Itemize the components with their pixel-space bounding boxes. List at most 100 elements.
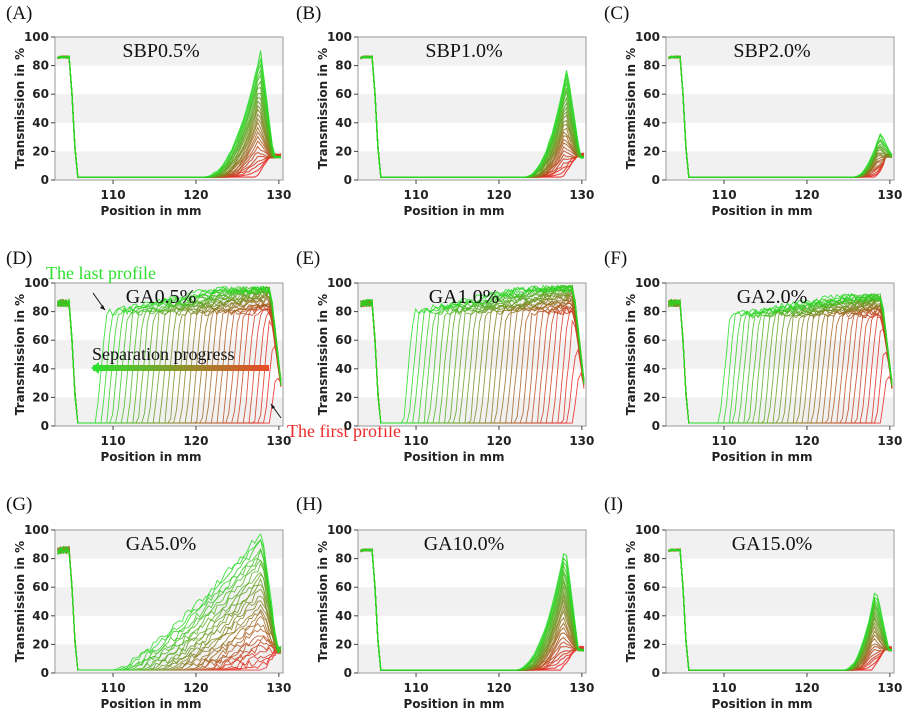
panel-title: GA0.5% [126,286,197,308]
panel-title: SBP1.0% [425,40,502,62]
y-tick-label: 0 [41,666,49,680]
x-tick-label: 130 [569,188,594,202]
arrow-head [271,404,275,409]
panel-title: GA1.0% [429,286,500,308]
x-tick-label: 110 [101,681,126,695]
grid-band [666,587,894,616]
y-tick-label: 80 [32,305,49,319]
y-tick-label: 40 [335,116,352,130]
x-axis-label: Position in mm [404,204,505,218]
y-tick-label: 20 [335,144,352,158]
y-tick-label: 60 [643,333,660,347]
profile-line [360,284,585,424]
y-tick-label: 0 [652,666,660,680]
y-tick-label: 60 [335,87,352,101]
y-tick-label: 0 [344,173,352,187]
y-tick-label: 60 [335,580,352,594]
profile-line [57,533,282,671]
last-profile-label: The last profile [46,263,156,283]
y-tick-label: 0 [652,173,660,187]
x-tick-label: 130 [569,434,594,448]
y-axis-label: Transmission in % [624,48,638,169]
x-tick-label: 120 [794,188,819,202]
plot-frame [54,36,284,181]
plot-frame [357,36,587,181]
profile-line [57,50,281,178]
profile-line [360,56,584,178]
y-tick-label: 60 [32,580,49,594]
chart-panel-3: 0 20 40 60 80 100 110 120 130 Position in mm Trans… [604,3,902,218]
x-tick-label: 130 [877,434,902,448]
grid-band [666,530,894,559]
y-tick-label: 100 [327,30,352,44]
y-axis-label: Transmission in % [316,48,330,169]
x-tick-label: 130 [266,681,291,695]
chart-panel-8: 0 20 40 60 80 100 110 120 130 Position in mm Trans… [296,494,594,711]
chart-panel-1: 0 20 40 60 80 100 110 120 130 Position in mm Trans… [6,3,291,218]
y-tick-label: 20 [643,637,660,651]
x-axis-label: Position in mm [712,450,813,464]
panel-title: GA2.0% [737,286,808,308]
y-tick-label: 40 [32,609,49,623]
separation-progress-label: Separation progress [92,344,234,364]
grid-band [55,530,283,559]
y-tick-label: 80 [32,59,49,73]
y-tick-label: 80 [335,552,352,566]
grid-band [55,37,283,66]
y-axis-label: Transmission in % [316,541,330,662]
plot-frame [357,529,587,674]
x-tick-label: 120 [183,681,208,695]
panel-title: GA10.0% [424,533,505,555]
y-tick-label: 80 [335,59,352,73]
grid-band [55,151,283,180]
y-tick-label: 20 [643,390,660,404]
y-axis-label: Transmission in % [316,294,330,415]
y-tick-label: 60 [335,333,352,347]
plot-frame [54,529,284,674]
grid-band [358,37,586,66]
x-tick-label: 110 [712,681,737,695]
x-tick-label: 110 [101,188,126,202]
x-tick-label: 130 [569,681,594,695]
panel-letter: (G) [6,494,32,515]
x-axis-label: Position in mm [101,204,202,218]
chart-panel-7: 0 20 40 60 80 100 110 120 130 Position in mm Trans… [6,494,291,711]
x-tick-label: 110 [101,434,126,448]
chart-panel-2: 0 20 40 60 80 100 110 120 130 Position in mm Trans… [296,3,594,218]
y-tick-label: 0 [41,419,49,433]
panel-letter: (H) [296,494,322,515]
grid-band [358,530,586,559]
profile-line [57,286,282,424]
y-tick-label: 100 [635,276,660,290]
x-tick-label: 130 [877,188,902,202]
y-tick-label: 40 [335,609,352,623]
y-tick-label: 60 [32,333,49,347]
y-tick-label: 40 [32,116,49,130]
y-tick-label: 0 [652,419,660,433]
x-tick-label: 110 [404,681,429,695]
x-tick-label: 110 [404,434,429,448]
y-tick-label: 20 [32,390,49,404]
x-tick-label: 120 [486,188,511,202]
panel-letter: (B) [296,3,321,24]
plot-frame [54,282,284,427]
y-tick-label: 100 [24,276,49,290]
x-tick-label: 120 [794,681,819,695]
panel-title: GA15.0% [732,533,813,555]
grid-band [55,587,283,616]
panel-letter: (I) [604,494,623,515]
chart-panel-4: 0 20 40 60 80 100 110 120 130 Position in mm Trans… [6,248,401,464]
x-tick-label: 110 [712,434,737,448]
panel-letter: (E) [296,248,320,269]
x-tick-label: 130 [266,188,291,202]
chart-panel-9: 0 20 40 60 80 100 110 120 130 Position in mm Trans… [604,494,902,711]
panel-title: GA5.0% [126,533,197,555]
plot-frame [357,282,587,427]
grid-band [666,94,894,123]
panel-letter: (F) [604,248,627,269]
x-tick-label: 110 [712,188,737,202]
x-tick-label: 120 [183,188,208,202]
y-tick-label: 80 [335,305,352,319]
x-tick-label: 120 [486,681,511,695]
